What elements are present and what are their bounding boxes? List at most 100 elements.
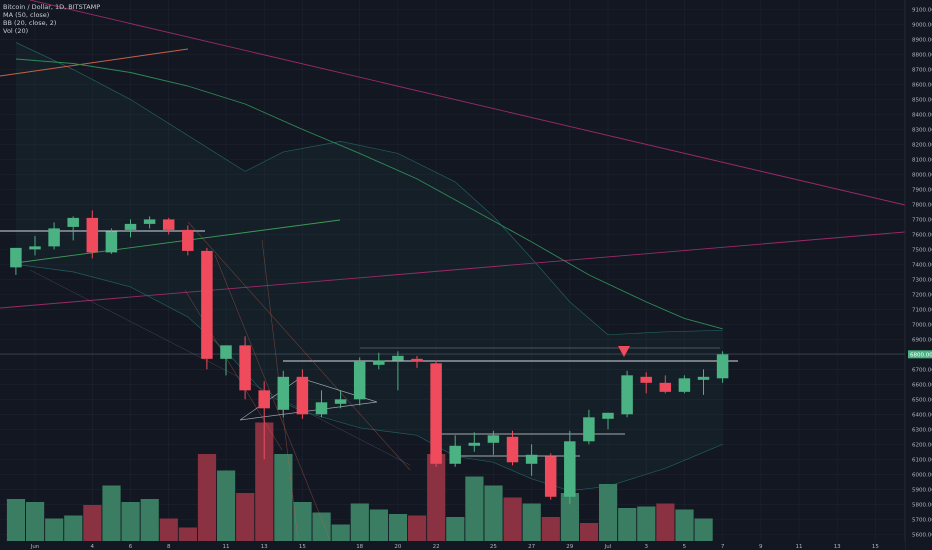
candle-body xyxy=(449,445,461,464)
candle-body xyxy=(220,345,232,359)
volume-bar xyxy=(465,476,484,541)
volume-bar xyxy=(6,499,26,541)
candle-body xyxy=(315,402,328,415)
time-tick-label: 22 xyxy=(433,544,440,550)
volume-bar xyxy=(159,518,178,541)
volume-bar xyxy=(350,503,369,541)
indicator-ma[interactable]: MA (50, close) xyxy=(3,11,50,19)
volume-bar xyxy=(217,470,236,541)
price-tick-label: 7700.00 xyxy=(912,217,932,223)
volume-bar xyxy=(503,497,522,541)
volume-bar xyxy=(694,518,713,541)
moving-average xyxy=(15,58,723,330)
volume-bar xyxy=(427,454,446,541)
indicator-bb[interactable]: BB (20, close, 2) xyxy=(3,19,57,27)
candle-body xyxy=(544,456,557,497)
channel-line xyxy=(29,269,411,466)
price-tick-label: 5900.00 xyxy=(912,487,932,493)
price-axis[interactable]: 5600.00 5700.00 5800.00 5900.00 6000.00 6100.… xyxy=(904,0,932,550)
candle-body xyxy=(430,363,442,464)
price-tick-label: 8700.00 xyxy=(912,67,932,73)
time-tick-label: 13 xyxy=(834,544,841,550)
candle-body xyxy=(105,231,118,253)
price-tick-label: 7100.00 xyxy=(912,307,932,313)
volume-bar xyxy=(637,506,656,541)
volume-bar xyxy=(236,493,255,541)
volume-bar xyxy=(541,517,560,541)
time-axis[interactable]: Jun 4 6 8 11 13 15 18 20 22 25 27 29 Jul 3 5 7 9 11 13 15 xyxy=(0,541,905,550)
price-tick-label: 8300.00 xyxy=(912,127,932,133)
up-trendline xyxy=(0,231,906,309)
time-tick-label: 25 xyxy=(490,544,497,550)
volume-bar xyxy=(312,512,331,541)
price-tick-label: 6100.00 xyxy=(912,457,932,463)
orange-trendline xyxy=(0,48,189,77)
candles[interactable] xyxy=(10,210,729,505)
fan-line-1 xyxy=(187,221,411,471)
candle-body xyxy=(143,219,156,224)
price-tick-label: 7800.00 xyxy=(912,202,932,208)
volume-bar xyxy=(675,509,694,541)
price-tick-label: 8500.00 xyxy=(912,97,932,103)
bb-lower-line xyxy=(15,264,723,492)
volume-bar xyxy=(579,523,599,541)
candle-body xyxy=(86,217,99,253)
time-tick-label: 7 xyxy=(721,544,725,550)
volume-bar xyxy=(64,515,83,541)
price-tick-label: 7300.00 xyxy=(912,277,932,283)
volume-bar xyxy=(197,454,217,541)
time-tick-label: 3 xyxy=(644,544,648,550)
volume-bar xyxy=(618,508,637,541)
price-tick-label: 8400.00 xyxy=(912,112,932,118)
time-tick-label: 15 xyxy=(872,544,879,550)
candle-body xyxy=(659,382,672,392)
candle-body xyxy=(468,442,481,446)
candle-body xyxy=(621,375,633,415)
time-tick-label: 6 xyxy=(129,544,133,550)
green-trendline xyxy=(14,219,341,264)
volume-bar xyxy=(26,502,45,541)
candle-body xyxy=(258,390,270,409)
time-tick-label: 8 xyxy=(167,544,171,550)
time-tick-label: 9 xyxy=(759,544,763,550)
volume-bar xyxy=(446,517,465,541)
volume-bar xyxy=(45,518,64,541)
time-tick-label: 20 xyxy=(394,544,401,550)
price-tick-label: 6200.00 xyxy=(912,442,932,448)
price-tick-label: 8100.00 xyxy=(912,157,932,163)
price-tick-label: 7500.00 xyxy=(912,247,932,253)
bollinger-band xyxy=(15,42,723,492)
time-tick-label: 18 xyxy=(356,544,363,550)
time-tick-label: Jun xyxy=(30,544,40,550)
time-tick-label: 13 xyxy=(261,544,268,550)
price-tick-label: 5700.00 xyxy=(912,517,932,523)
volume-bar xyxy=(369,509,388,541)
time-tick-label: 27 xyxy=(528,544,535,550)
volume-bar xyxy=(599,484,618,541)
volume-bar xyxy=(560,493,579,541)
down-arrow-icon xyxy=(618,346,630,357)
time-tick-label: 11 xyxy=(796,544,803,550)
candle-body xyxy=(296,376,309,415)
candle-body xyxy=(124,223,137,230)
candle-body xyxy=(678,378,691,392)
price-tick-label: 8200.00 xyxy=(912,142,932,148)
price-tick-label: 8900.00 xyxy=(912,37,932,43)
candle-body xyxy=(716,354,729,379)
volume-bar xyxy=(274,454,293,541)
time-tick-label: 11 xyxy=(223,544,230,550)
price-tick-label: 8600.00 xyxy=(912,82,932,88)
volume-bar xyxy=(178,527,197,541)
candle-body xyxy=(201,250,213,359)
volume-bar xyxy=(293,502,312,541)
volume-bar xyxy=(83,505,102,541)
candle-body xyxy=(10,247,22,268)
price-tick-label: 8800.00 xyxy=(912,52,932,58)
symbol-title[interactable]: Bitcoin / Dollar, 1D, BITSTAMP xyxy=(3,3,101,11)
candle-body xyxy=(29,246,41,250)
time-tick-label: 15 xyxy=(299,544,306,550)
indicator-vol[interactable]: Vol (20) xyxy=(3,27,29,35)
price-tick-label: 7000.00 xyxy=(912,322,932,328)
volume-bar xyxy=(255,422,274,541)
